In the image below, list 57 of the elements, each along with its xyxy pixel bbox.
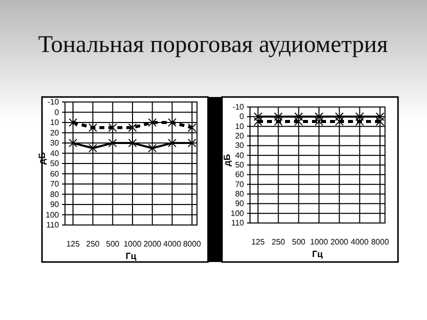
- y-tick-label: 80: [50, 190, 60, 199]
- x-tick-label: 2000: [330, 238, 349, 247]
- x-tick-label: 8000: [371, 238, 390, 247]
- y-tick-label: 80: [235, 190, 245, 199]
- y-tick-label: 50: [50, 159, 60, 168]
- x-axis-title: Гц: [126, 251, 137, 261]
- x-tick-label: 4000: [163, 240, 182, 249]
- y-tick-label: 110: [46, 220, 60, 230]
- x-tick-label: 250: [86, 240, 100, 249]
- y-tick-label: 20: [235, 132, 245, 141]
- point: [68, 138, 78, 148]
- y-tick-label: 50: [235, 160, 245, 170]
- point: [108, 138, 117, 148]
- x-tick-label: 2000: [143, 240, 162, 249]
- x-tick-label: 500: [292, 238, 306, 247]
- y-tick-label: 30: [50, 138, 60, 148]
- y-tick-label: 60: [50, 169, 60, 178]
- point: [88, 144, 98, 152]
- y-tick-label: 70: [235, 180, 245, 189]
- y-tick-label: 0: [240, 112, 245, 122]
- y-tick-label: 10: [50, 118, 60, 128]
- y-tick-label: 100: [230, 208, 245, 218]
- y-tick-label: -10: [232, 102, 245, 112]
- y-axis-title: дБ: [222, 154, 232, 166]
- x-tick-label: 125: [66, 240, 80, 249]
- point: [88, 123, 98, 132]
- y-tick-label: 0: [54, 108, 60, 117]
- y-tick-label: 60: [235, 170, 245, 180]
- point: [148, 144, 157, 152]
- x-tick-label: 250: [272, 238, 286, 247]
- y-tick-label: 90: [235, 199, 245, 208]
- point: [168, 118, 176, 127]
- point: [128, 123, 137, 132]
- point: [168, 138, 176, 148]
- y-tick-label: 40: [235, 150, 245, 160]
- y-tick-label: 110: [231, 218, 245, 228]
- x-tick-label: 1000: [310, 238, 328, 247]
- y-tick-label: 40: [50, 148, 60, 158]
- point: [148, 118, 157, 127]
- y-tick-label: 100: [46, 210, 60, 220]
- point: [68, 118, 78, 127]
- chart-title: Тональная пороговая аудиометрия: [38, 32, 388, 58]
- x-axis-title: Гц: [312, 249, 324, 259]
- x-tick-label: 4000: [350, 238, 370, 247]
- y-tick-label: 30: [235, 141, 245, 150]
- y-tick-label: 90: [50, 200, 60, 210]
- point: [108, 123, 117, 132]
- y-tick-label: 10: [235, 122, 245, 131]
- x-tick-label: 8000: [183, 240, 202, 249]
- y-tick-label: 70: [50, 180, 60, 189]
- y-tick-label: 20: [50, 128, 60, 138]
- point: [188, 138, 196, 148]
- y-tick-label: -10: [47, 98, 60, 107]
- point: [128, 138, 137, 148]
- x-tick-label: 125: [251, 238, 266, 247]
- x-tick-label: 500: [106, 240, 120, 249]
- x-tick-label: 1000: [124, 240, 142, 249]
